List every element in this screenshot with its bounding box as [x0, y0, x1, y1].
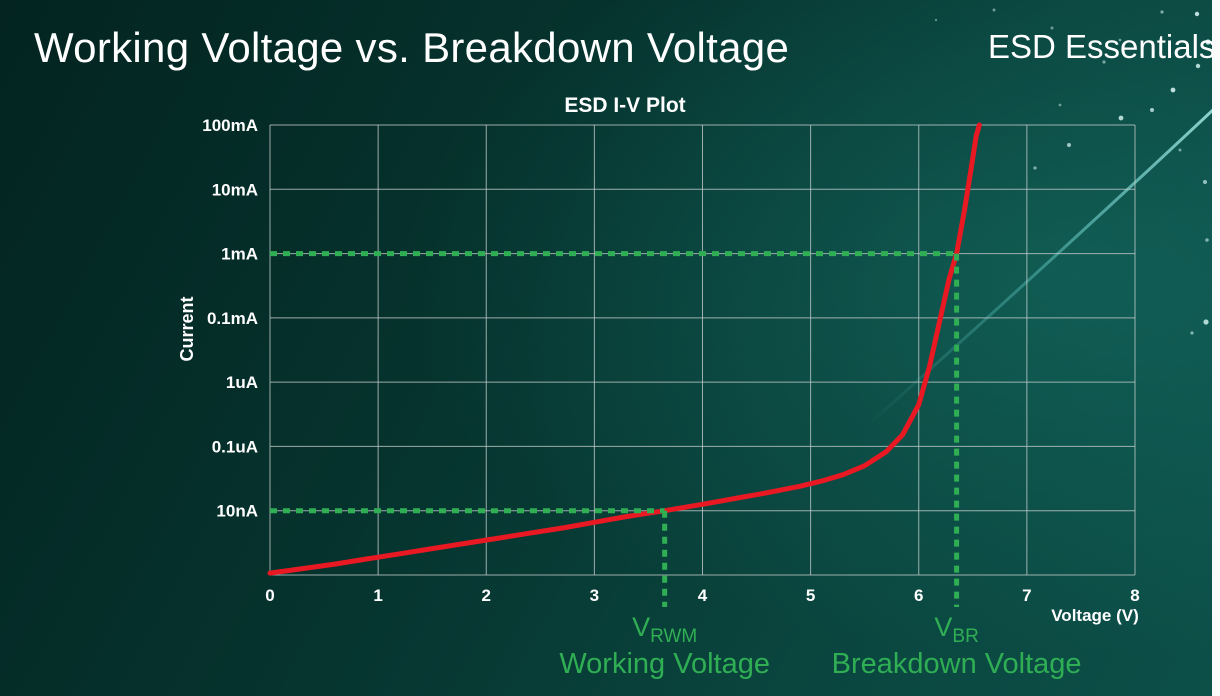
- vrwm-label: VRWM: [632, 612, 697, 648]
- vbr-symbol: V: [934, 612, 953, 642]
- svg-text:1mA: 1mA: [221, 245, 258, 264]
- svg-text:3: 3: [590, 586, 599, 605]
- svg-text:100mA: 100mA: [202, 116, 258, 135]
- vbr-label: VBR: [934, 612, 978, 648]
- x-axis-title: Voltage (V): [1051, 606, 1139, 625]
- decorative-curve: [867, 101, 1220, 427]
- svg-text:0: 0: [265, 586, 274, 605]
- vrwm-symbol: V: [632, 612, 651, 642]
- working-voltage-caption: Working Voltage: [559, 648, 770, 680]
- svg-text:6: 6: [914, 586, 923, 605]
- vrwm-subscript: RWM: [650, 626, 698, 647]
- y-axis-title: Current: [177, 296, 197, 362]
- vbr-subscript: BR: [952, 626, 979, 647]
- page-title: Working Voltage vs. Breakdown Voltage: [34, 24, 790, 71]
- svg-text:1uA: 1uA: [226, 373, 258, 392]
- svg-text:7: 7: [1022, 586, 1031, 605]
- svg-text:10mA: 10mA: [212, 180, 258, 199]
- svg-text:8: 8: [1130, 586, 1139, 605]
- svg-text:5: 5: [806, 586, 815, 605]
- screen-edge-strip: [1212, 0, 1220, 696]
- svg-text:1: 1: [373, 586, 382, 605]
- chart-title: ESD I-V Plot: [564, 94, 686, 117]
- svg-text:10nA: 10nA: [216, 502, 258, 521]
- svg-text:2: 2: [482, 586, 491, 605]
- brand-logo: ESD Essentials: [988, 28, 1216, 65]
- svg-text:4: 4: [698, 586, 708, 605]
- breakdown-voltage-caption: Breakdown Voltage: [831, 648, 1082, 680]
- svg-text:0.1mA: 0.1mA: [207, 309, 258, 328]
- svg-text:0.1uA: 0.1uA: [212, 437, 258, 456]
